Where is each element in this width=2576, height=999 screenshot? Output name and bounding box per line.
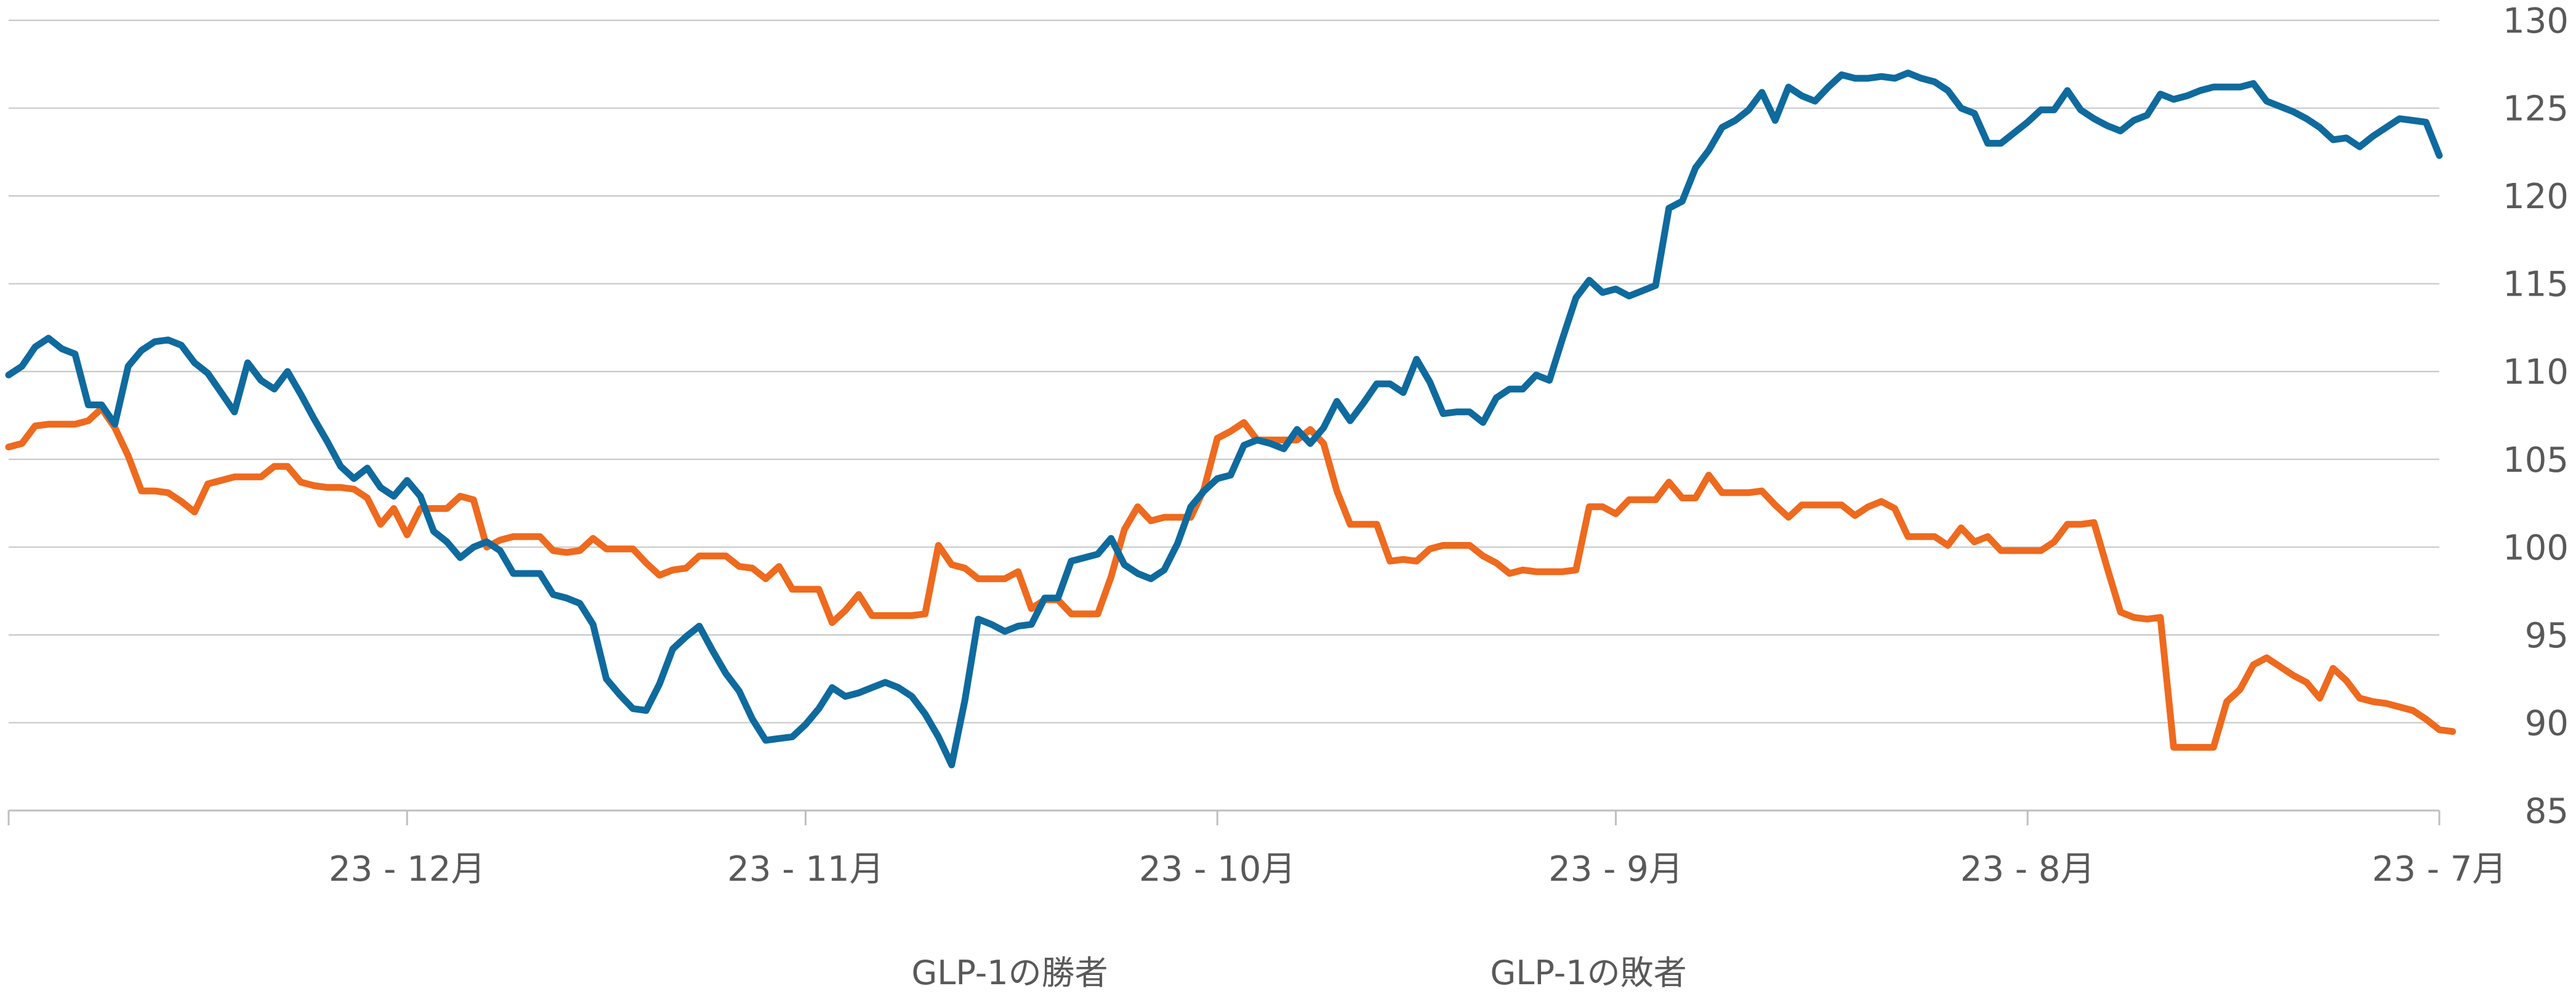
x-tick-label: 23 - 12月	[329, 849, 485, 889]
x-tick-label: 23 - 11月	[727, 849, 883, 889]
y-tick-label: 120	[2503, 177, 2569, 217]
x-axis	[7, 809, 2441, 825]
series-lines	[5, 70, 2457, 769]
y-tick-label: 115	[2503, 265, 2569, 305]
legend: GLP-1の勝者 GLP-1の敗者	[911, 953, 1686, 992]
x-tick-label: 23 - 9月	[1548, 849, 1683, 889]
y-tick-label: 100	[2503, 528, 2569, 568]
series-line-winners	[5, 70, 2443, 769]
y-tick-label: 85	[2525, 791, 2569, 831]
y-tick-label: 105	[2503, 440, 2569, 480]
legend-entry-winners: GLP-1の勝者	[911, 953, 1108, 992]
y-tick-label: 130	[2503, 1, 2569, 41]
y-tick-label: 110	[2503, 352, 2569, 392]
gridlines	[9, 19, 2439, 724]
legend-entry-losers: GLP-1の敗者	[1490, 953, 1686, 992]
x-tick-label: 23 - 7月	[2372, 849, 2507, 889]
y-tick-label: 125	[2503, 89, 2569, 129]
y-axis-tick-labels: 85 90 95 100 105 110 115 120 125 130	[2503, 1, 2569, 831]
series-line-losers	[5, 405, 2457, 751]
x-tick-label: 23 - 8月	[1960, 849, 2095, 889]
x-axis-tick-labels: 23 - 12月 23 - 11月 23 - 10月 23 - 9月 23 - 8月 23…	[329, 849, 2506, 889]
y-tick-label: 90	[2525, 703, 2569, 743]
y-tick-label: 95	[2525, 616, 2569, 656]
x-tick-label: 23 - 10月	[1139, 849, 1295, 889]
